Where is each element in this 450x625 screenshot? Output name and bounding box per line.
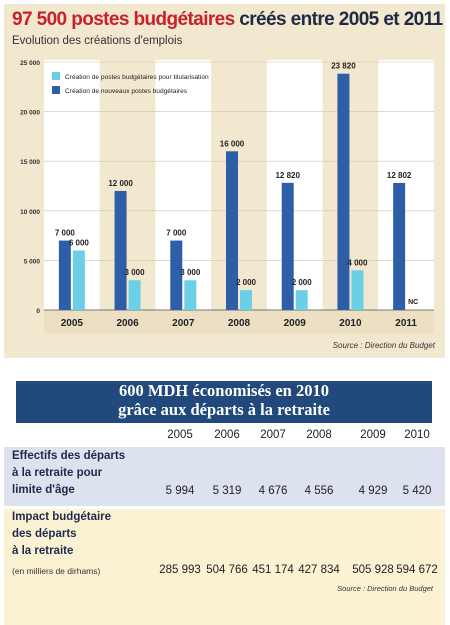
x-tick-label: 2009 (284, 318, 307, 329)
y-tick-label: 10 000 (20, 209, 40, 216)
table-cell: 285 993 (159, 564, 201, 576)
table-cell: 594 672 (396, 564, 438, 576)
data-label: 3 000 (125, 268, 146, 277)
data-label: 4 000 (347, 258, 368, 267)
column-stripe (266, 60, 323, 310)
row-label-line: limite d'âge (12, 484, 75, 496)
bar-titularisation (240, 290, 252, 310)
legend-label: Création de nouveaux postes budgétaires (65, 88, 188, 95)
data-label: 7 000 (166, 229, 187, 238)
y-tick-label: 15 000 (20, 159, 40, 166)
legend-label: Création de postes budgétaires pour titu… (65, 74, 209, 81)
retirement-table-panel: 600 MDH économisés en 2010 grâce aux dép… (4, 381, 445, 625)
year-header: 2007 (260, 429, 286, 441)
x-tick-label: 2005 (61, 318, 84, 329)
table-cell: 505 928 (352, 564, 394, 576)
x-tick-label: 2010 (339, 318, 362, 329)
row-impact-bg (4, 509, 445, 625)
x-tick-label: 2006 (116, 318, 139, 329)
column-stripe (155, 60, 212, 310)
row-label-impact: Impact budgétaire des départs à la retra… (12, 509, 111, 560)
year-header: 2010 (404, 429, 430, 441)
y-tick-label: 20 000 (20, 110, 40, 117)
table-source: Source : Direction du Budget (337, 584, 433, 593)
chart-panel: 97 500 postes budgétaires créés entre 20… (4, 4, 445, 358)
row-label-departures: Effectifs des départs à la retraite pour… (12, 448, 125, 499)
x-axis-band (44, 310, 434, 334)
column-stripe (378, 60, 434, 310)
legend-swatch (52, 86, 60, 94)
y-tick-label: 25 000 (20, 60, 40, 67)
chart-title: 97 500 postes budgétaires créés entre 20… (12, 9, 443, 31)
bar-new-posts (226, 151, 238, 310)
column-stripe (44, 60, 100, 310)
data-label: 7 000 (55, 229, 76, 238)
data-label: 23 820 (331, 62, 356, 71)
table-title-band: 600 MDH économisés en 2010 grâce aux dép… (16, 381, 432, 423)
table-cell: 427 834 (298, 564, 340, 576)
data-label: 12 000 (108, 179, 133, 188)
table-cell: 451 174 (252, 564, 294, 576)
data-label: NC (408, 299, 418, 306)
bar-titularisation (351, 270, 364, 310)
row-label-line: Effectifs des départs (12, 450, 126, 462)
y-tick-label: 5 000 (24, 258, 41, 265)
data-label: 2 000 (236, 278, 257, 287)
title-rest: créés entre 2005 et 2011 (234, 9, 443, 30)
row-label-line: des départs (12, 528, 77, 540)
table-cell: 4 556 (304, 485, 334, 497)
x-tick-label: 2011 (395, 318, 417, 329)
bar-titularisation (128, 280, 141, 310)
table-cell: 4 676 (258, 485, 288, 497)
year-header: 2005 (167, 429, 193, 441)
bar-new-posts (281, 182, 294, 310)
y-tick-label: 0 (36, 308, 40, 315)
row-unit: (en milliers de dirhams) (12, 566, 101, 576)
year-header: 2008 (306, 429, 332, 441)
data-label: 12 802 (387, 171, 412, 180)
row-label-line: à la retraite (12, 545, 74, 557)
bar-new-posts (337, 73, 350, 310)
legend-swatch (52, 72, 60, 80)
data-label: 3 000 (180, 268, 201, 277)
table-cell: 5 994 (165, 485, 195, 497)
year-header: 2006 (214, 429, 240, 441)
table-cell: 4 929 (358, 485, 388, 497)
table-cell: 5 319 (212, 485, 242, 497)
chart-subtitle: Evolution des créations d'emplois (12, 35, 183, 47)
bar-titularisation (72, 250, 85, 310)
bar-new-posts (170, 240, 183, 310)
bar-titularisation (184, 280, 197, 310)
data-label: 2 000 (292, 278, 313, 287)
data-label: 12 820 (275, 171, 300, 180)
bar-new-posts (393, 183, 406, 310)
row-label-line: à la retraite pour (12, 467, 103, 479)
x-tick-label: 2007 (172, 318, 195, 329)
chart-source: Source : Direction du Budget (332, 341, 435, 350)
data-label: 6 000 (69, 238, 90, 247)
title-highlight: 97 500 postes budgétaires (12, 9, 235, 30)
table-cell: 5 420 (402, 485, 432, 497)
bar-titularisation (295, 290, 308, 310)
table-title-line2: grâce aux départs à la retraite (118, 400, 330, 419)
row-label-line: Impact budgétaire (12, 511, 112, 523)
data-label: 16 000 (220, 139, 245, 148)
bar-new-posts (114, 190, 127, 310)
table-cell: 504 766 (206, 564, 248, 576)
bar-new-posts (58, 240, 71, 310)
x-tick-label: 2008 (228, 318, 251, 329)
row-departures-bg (4, 447, 445, 506)
table-title-line1: 600 MDH économisés en 2010 (119, 381, 329, 400)
year-header: 2009 (360, 429, 386, 441)
